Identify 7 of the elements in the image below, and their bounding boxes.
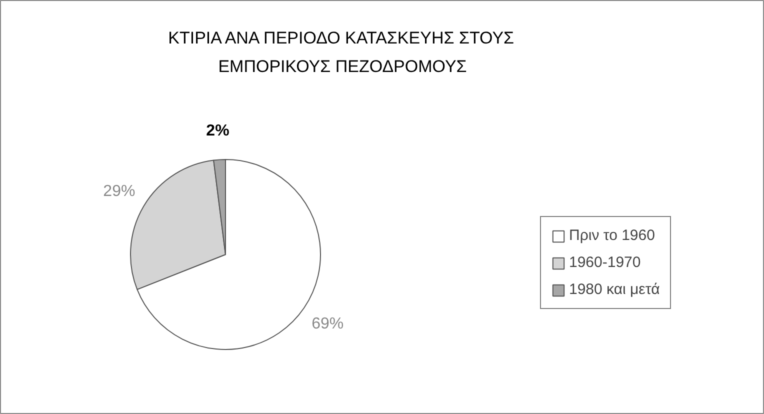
data-label: 29%	[103, 183, 136, 200]
legend-label: 1980 και μετά	[569, 281, 660, 298]
legend-label: 1960-1970	[569, 254, 641, 271]
chart-title: ΚΤΙΡΙΑ ΑΝΑ ΠΕΡΙΟΔΟ ΚΑΤΑΣΚΕΥΗΣ ΣΤΟΥΣ ΕΜΠΟΡΙΚΟΥΣ ΠΕΖΟΔΡΟΜΟΥΣ	[168, 28, 514, 76]
data-label: 2%	[206, 122, 230, 140]
legend-label: Πριν το 1960	[569, 227, 655, 244]
data-label: 69%	[312, 315, 344, 332]
